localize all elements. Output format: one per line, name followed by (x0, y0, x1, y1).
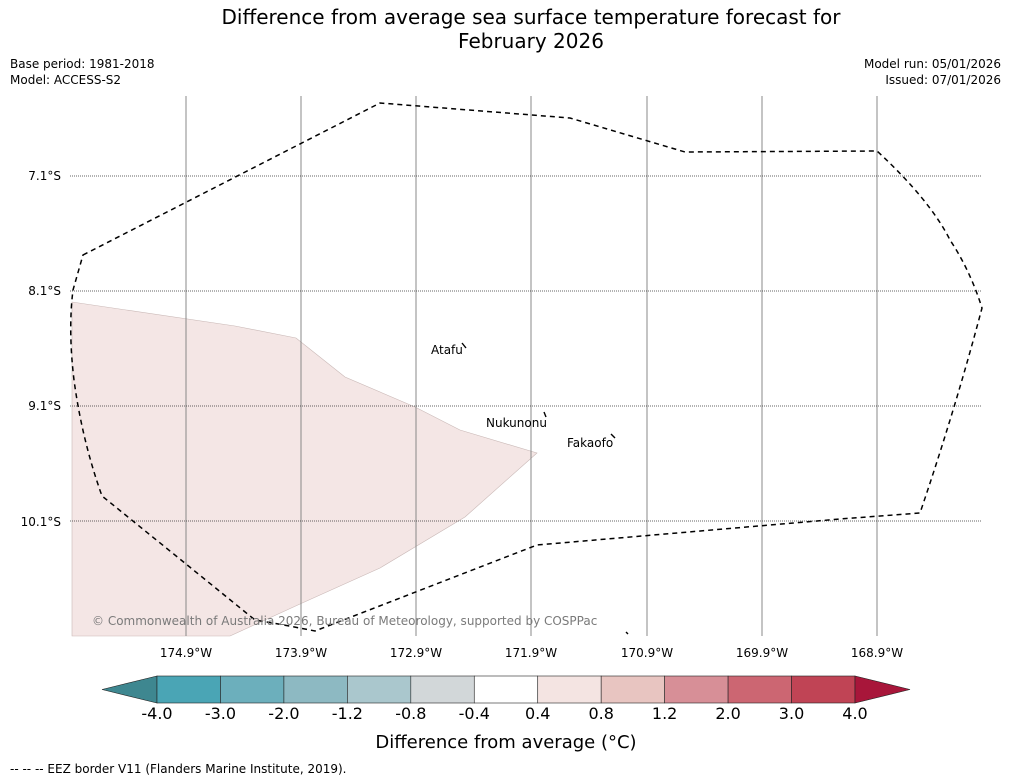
model-run: Model run: 05/01/2026 (863, 57, 1001, 71)
anomaly-region (71, 301, 538, 637)
place-label-nukunonu: Nukunonu (486, 416, 547, 430)
colorbar-cell (600, 675, 665, 704)
colorbar-tick-label: 1.2 (651, 704, 678, 723)
colorbar (101, 675, 911, 704)
atolls (461, 342, 629, 635)
nukunonu-atoll (543, 411, 547, 418)
colorbar-tick-label: 4.0 (842, 704, 868, 723)
colorbar-tick-label: 2.0 (715, 704, 741, 723)
fakaofo-atoll (610, 433, 616, 439)
colorbar-cell (283, 675, 348, 704)
lat-label: 9.1°S (28, 399, 61, 413)
issued-date: Issued: 07/01/2026 (885, 73, 1001, 87)
colorbar-tick-label: -1.2 (331, 704, 363, 723)
meta-right: Model run: 05/01/2026 Issued: 07/01/2026 (864, 56, 1001, 88)
meridian-lines (185, 96, 878, 636)
place-label-fakaofo: Fakaofo (567, 436, 614, 450)
lon-label: 173.9°W (274, 646, 328, 660)
colorbar-underflow-triangle (101, 675, 158, 704)
colorbar-cell (347, 675, 412, 704)
colorbar-cell (410, 675, 475, 704)
lat-label: 8.1°S (28, 284, 61, 298)
colorbar-cell (791, 675, 856, 704)
eez-border (70, 102, 983, 632)
place-label-atafu: Atafu (431, 343, 463, 357)
lat-label: 10.1°S (20, 515, 61, 529)
lon-label: 174.9°W (159, 646, 213, 660)
lat-label: 7.1°S (28, 169, 61, 183)
map-title: Difference from average sea surface temp… (221, 5, 841, 53)
colorbar-cell (664, 675, 729, 704)
eez-legend: -- -- -- EEZ border V11 (Flanders Marine… (10, 762, 347, 776)
colorbar-tick-label: -0.8 (395, 704, 427, 723)
colorbar-cells (156, 675, 856, 704)
lon-label: 171.9°W (504, 646, 558, 660)
colorbar-title: Difference from average (°C) (375, 732, 637, 753)
swains-atoll (625, 631, 629, 635)
colorbar-overflow-triangle (854, 675, 911, 704)
parallel-lines (70, 175, 982, 522)
colorbar-cell (156, 675, 221, 704)
base-period: Base period: 1981-2018 (10, 57, 155, 71)
colorbar-tick-label: 0.4 (524, 704, 551, 723)
colorbar-cell (473, 675, 539, 704)
copyright-notice: © Commonwealth of Australia 2026, Bureau… (92, 614, 598, 628)
lon-label: 170.9°W (620, 646, 674, 660)
colorbar-tick-label: -0.4 (458, 704, 490, 723)
colorbar-cell (220, 675, 285, 704)
colorbar-tick-label: -4.0 (141, 704, 173, 723)
colorbar-cell (727, 675, 792, 704)
lon-label: 169.9°W (735, 646, 789, 660)
colorbar-cell (537, 675, 602, 704)
lon-label: 172.9°W (389, 646, 443, 660)
lon-label: 168.9°W (850, 646, 904, 660)
colorbar-tick-label: -3.0 (204, 704, 237, 723)
colorbar-tick-label: 3.0 (778, 704, 805, 723)
model-name: Model: ACCESS-S2 (10, 73, 122, 87)
colorbar-tick-label: -2.0 (268, 704, 300, 723)
colorbar-tick-label: 0.8 (588, 704, 614, 723)
atafu-atoll (461, 342, 467, 349)
meta-left: Base period: 1981-2018 Model: ACCESS-S2 (10, 56, 155, 88)
